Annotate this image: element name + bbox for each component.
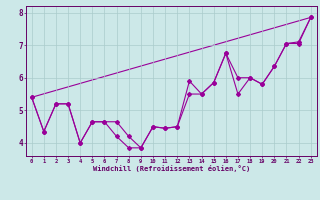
X-axis label: Windchill (Refroidissement éolien,°C): Windchill (Refroidissement éolien,°C): [92, 165, 250, 172]
